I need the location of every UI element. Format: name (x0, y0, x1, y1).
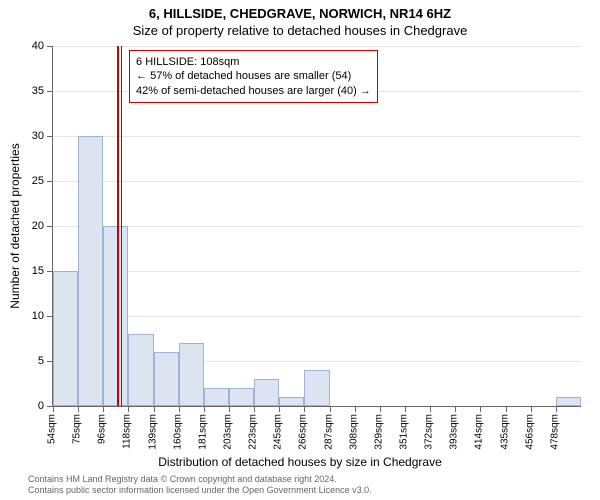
y-tick-label: 20 (32, 220, 44, 232)
histogram-bar (279, 397, 304, 406)
x-axis-label: Distribution of detached houses by size … (0, 455, 600, 469)
x-tick (556, 406, 557, 412)
histogram-bar (53, 271, 78, 406)
x-tick-label: 372sqm (424, 414, 435, 450)
histogram-bar (128, 334, 153, 406)
gridline (53, 271, 581, 272)
x-tick (531, 406, 532, 412)
x-tick-label: 54sqm (47, 414, 58, 444)
x-tick (506, 406, 507, 412)
x-tick (254, 406, 255, 412)
annotation-box: 6 HILLSIDE: 108sqm← 57% of detached hous… (129, 50, 378, 103)
gridline (53, 136, 581, 137)
y-tick (47, 46, 53, 47)
x-tick (430, 406, 431, 412)
gridline (53, 46, 581, 47)
x-tick (53, 406, 54, 412)
x-tick (279, 406, 280, 412)
x-tick-label: 414sqm (474, 414, 485, 450)
x-tick-label: 393sqm (449, 414, 460, 450)
attribution-line: Contains public sector information licen… (28, 485, 372, 496)
histogram-bar (179, 343, 204, 406)
histogram-bar (154, 352, 179, 406)
y-tick-label: 35 (32, 85, 44, 97)
x-tick (154, 406, 155, 412)
gridline (53, 181, 581, 182)
x-tick (330, 406, 331, 412)
histogram-bar (229, 388, 254, 406)
y-tick (47, 181, 53, 182)
attribution-line: Contains HM Land Registry data © Crown c… (28, 474, 372, 485)
y-tick (47, 226, 53, 227)
x-tick (355, 406, 356, 412)
x-tick-label: 308sqm (348, 414, 359, 450)
x-tick (480, 406, 481, 412)
attribution-text: Contains HM Land Registry data © Crown c… (28, 474, 372, 496)
page-subtitle: Size of property relative to detached ho… (0, 21, 600, 42)
histogram-bar (204, 388, 229, 406)
x-tick (78, 406, 79, 412)
x-tick-label: 160sqm (172, 414, 183, 450)
y-tick-label: 30 (32, 130, 44, 142)
gridline (53, 316, 581, 317)
histogram-bar (556, 397, 581, 406)
x-tick-label: 478sqm (549, 414, 560, 450)
y-tick-label: 40 (32, 40, 44, 52)
x-tick-label: 203sqm (223, 414, 234, 450)
histogram-bar (78, 136, 103, 406)
y-tick-label: 5 (38, 355, 44, 367)
x-tick-label: 351sqm (399, 414, 410, 450)
page-title: 6, HILLSIDE, CHEDGRAVE, NORWICH, NR14 6H… (0, 0, 600, 21)
chart-plot-area: 6 HILLSIDE: 108sqm← 57% of detached hous… (52, 46, 581, 407)
y-tick-label: 0 (38, 400, 44, 412)
x-tick (455, 406, 456, 412)
x-tick-label: 75sqm (72, 414, 83, 444)
reference-line (121, 46, 122, 406)
x-tick-label: 435sqm (499, 414, 510, 450)
annotation-line: ← 57% of detached houses are smaller (54… (136, 69, 371, 83)
y-axis-label: Number of detached properties (8, 143, 22, 308)
x-tick (229, 406, 230, 412)
x-tick-label: 139sqm (147, 414, 158, 450)
x-tick-label: 329sqm (373, 414, 384, 450)
y-tick (47, 91, 53, 92)
y-tick (47, 136, 53, 137)
gridline (53, 226, 581, 227)
x-tick-label: 223sqm (248, 414, 259, 450)
x-tick (103, 406, 104, 412)
annotation-line: 6 HILLSIDE: 108sqm (136, 55, 371, 69)
x-tick-label: 118sqm (122, 414, 133, 449)
y-tick-label: 25 (32, 175, 44, 187)
x-tick (128, 406, 129, 412)
x-tick-label: 266sqm (298, 414, 309, 450)
x-tick (405, 406, 406, 412)
x-tick (179, 406, 180, 412)
x-tick (380, 406, 381, 412)
y-tick-label: 15 (32, 265, 44, 277)
reference-line (117, 46, 119, 406)
annotation-line: 42% of semi-detached houses are larger (… (136, 84, 371, 98)
x-tick-label: 287sqm (323, 414, 334, 450)
histogram-bar (103, 226, 128, 406)
x-tick (304, 406, 305, 412)
x-tick-label: 456sqm (524, 414, 535, 450)
histogram-bar (254, 379, 279, 406)
histogram-bar (304, 370, 329, 406)
x-tick-label: 96sqm (97, 414, 108, 444)
x-tick-label: 245sqm (273, 414, 284, 450)
x-tick (204, 406, 205, 412)
x-tick-label: 181sqm (197, 414, 208, 450)
y-tick-label: 10 (32, 310, 44, 322)
